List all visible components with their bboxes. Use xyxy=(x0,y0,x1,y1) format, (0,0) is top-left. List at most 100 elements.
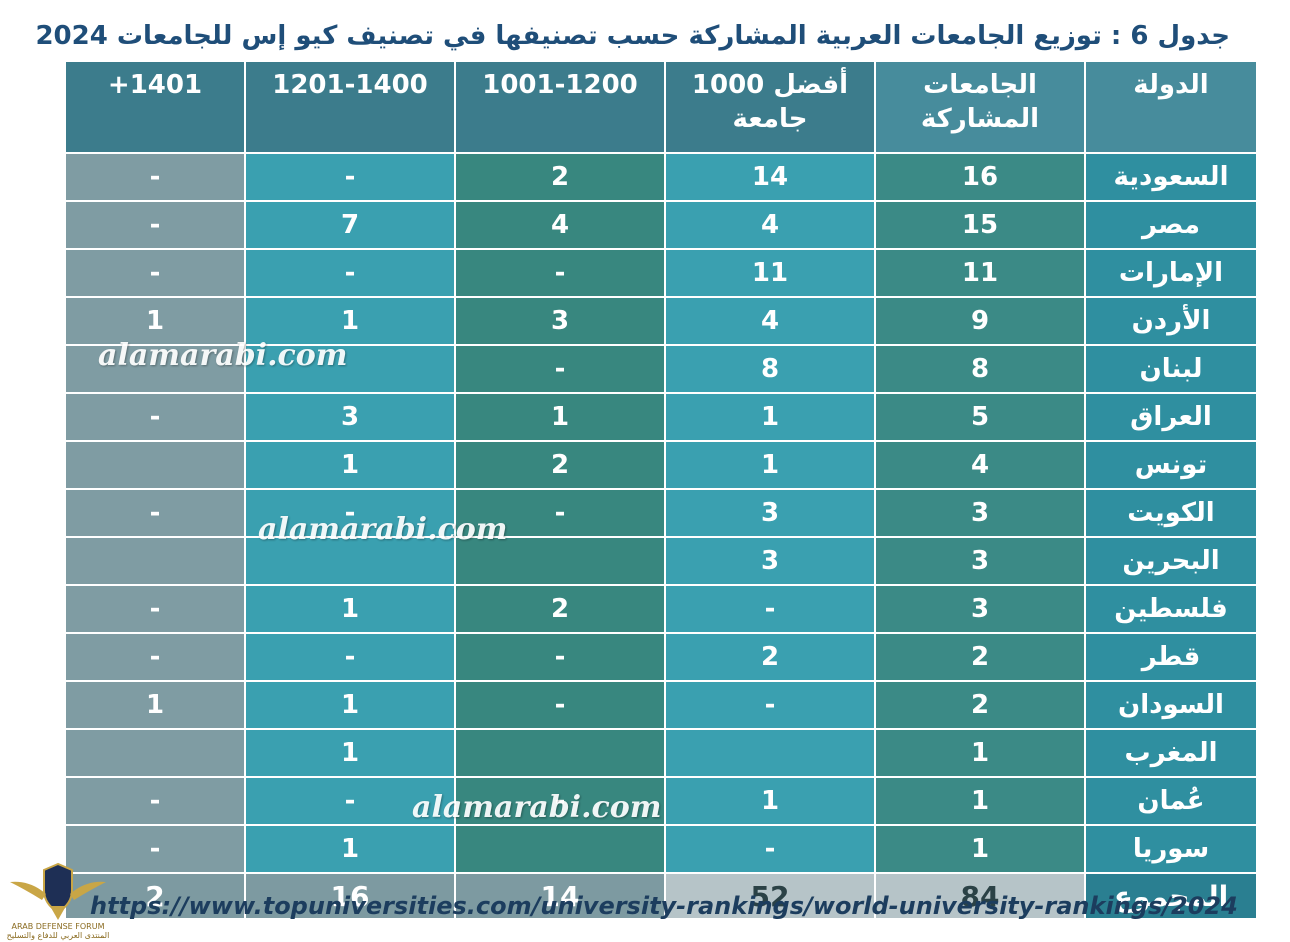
cell-participating: 1 xyxy=(874,728,1086,778)
cell-participating: 5 xyxy=(874,392,1086,442)
header-1201-1400: 1201-1400 xyxy=(244,60,456,154)
cell-r1201: 1 xyxy=(244,584,456,634)
cell-country: مصر xyxy=(1084,200,1258,250)
source-link[interactable]: https://www.topuniversities.com/universi… xyxy=(90,892,1238,920)
cell-country: تونس xyxy=(1084,440,1258,490)
cell-r1401: - xyxy=(64,776,246,826)
cell-top1000: 3 xyxy=(664,488,876,538)
cell-r1201: - xyxy=(244,488,456,538)
cell-r1201: - xyxy=(244,152,456,202)
cell-r1401: - xyxy=(64,824,246,874)
total-country: المجموع xyxy=(1084,872,1258,920)
total-r1401: 2 xyxy=(64,872,246,920)
cell-r1401: - xyxy=(64,248,246,298)
cell-participating: 9 xyxy=(874,296,1086,346)
cell-r1001 xyxy=(454,536,666,586)
header-1001-1200: 1001-1200 xyxy=(454,60,666,154)
cell-participating: 11 xyxy=(874,248,1086,298)
table-row: السعودية 16 14 2- - xyxy=(64,152,1258,202)
cell-top1000: 3 xyxy=(664,536,876,586)
cell-r1001: 4 xyxy=(454,200,666,250)
cell-country: السودان xyxy=(1084,680,1258,730)
cell-top1000: 8 xyxy=(664,344,876,394)
cell-r1001: 2 xyxy=(454,152,666,202)
table-row: مصر 15 4 4 7- xyxy=(64,200,1258,250)
table-row: العراق 5 1 1 3- xyxy=(64,392,1258,442)
cell-top1000: 1 xyxy=(664,392,876,442)
cell-r1201: 7 xyxy=(244,200,456,250)
cell-r1201: 1 xyxy=(244,728,456,778)
table-row: لبنان 8 8- xyxy=(64,344,1258,394)
cell-country: فلسطين xyxy=(1084,584,1258,634)
total-row: المجموع 84 52 14 16 2 xyxy=(64,872,1258,920)
table-title: جدول 6 : توزيع الجامعات العربية المشاركة… xyxy=(35,21,1230,51)
arab-defense-forum-logo xyxy=(8,860,108,940)
cell-top1000: 1 xyxy=(664,776,876,826)
cell-r1001 xyxy=(454,824,666,874)
cell-participating: 2 xyxy=(874,632,1086,682)
cell-top1000: - xyxy=(664,680,876,730)
header-country: الدولة xyxy=(1084,60,1258,154)
total-top1000: 52 xyxy=(664,872,876,920)
header-participating: الجامعات المشاركة xyxy=(874,60,1086,154)
cell-participating: 8 xyxy=(874,344,1086,394)
table-row: قطر 2 2- - - xyxy=(64,632,1258,682)
cell-top1000: - xyxy=(664,824,876,874)
cell-r1001: - xyxy=(454,248,666,298)
cell-r1401: 1 xyxy=(64,680,246,730)
table-body: السعودية 16 14 2- - مصر 15 4 4 7- الإمارات 11 11- - - ا… xyxy=(64,152,1258,920)
cell-top1000: 11 xyxy=(664,248,876,298)
cell-r1201: - xyxy=(244,776,456,826)
cell-r1401: 1 xyxy=(64,296,246,346)
table-row: تونس 4 1 2 1 xyxy=(64,440,1258,490)
cell-r1001: 2 xyxy=(454,440,666,490)
cell-r1401: - xyxy=(64,152,246,202)
cell-country: المغرب xyxy=(1084,728,1258,778)
cell-r1201: 1 xyxy=(244,440,456,490)
cell-r1001: - xyxy=(454,680,666,730)
cell-r1001: 1 xyxy=(454,392,666,442)
cell-country: قطر xyxy=(1084,632,1258,682)
cell-country: العراق xyxy=(1084,392,1258,442)
cell-top1000 xyxy=(664,728,876,778)
cell-participating: 3 xyxy=(874,488,1086,538)
cell-country: سوريا xyxy=(1084,824,1258,874)
total-r1001: 14 xyxy=(454,872,666,920)
cell-r1401: - xyxy=(64,488,246,538)
cell-r1001: - xyxy=(454,632,666,682)
cell-r1001: 3 xyxy=(454,296,666,346)
cell-r1401 xyxy=(64,344,246,394)
cell-r1201: 1 xyxy=(244,680,456,730)
cell-r1201 xyxy=(244,536,456,586)
cell-country: عُمان xyxy=(1084,776,1258,826)
watermark: alamarabi.com xyxy=(98,338,348,373)
header-top1000: أفضل 1000 جامعة xyxy=(664,60,876,154)
watermark: alamarabi.com xyxy=(258,512,508,547)
cell-r1201: 1 xyxy=(244,296,456,346)
cell-r1201 xyxy=(244,344,456,394)
table-row: البحرين 3 3 xyxy=(64,536,1258,586)
cell-top1000: 2 xyxy=(664,632,876,682)
cell-participating: 3 xyxy=(874,536,1086,586)
cell-r1201: 1 xyxy=(244,824,456,874)
cell-participating: 15 xyxy=(874,200,1086,250)
cell-r1401: - xyxy=(64,584,246,634)
cell-r1201: - xyxy=(244,248,456,298)
cell-country: البحرين xyxy=(1084,536,1258,586)
universities-table: الدولة الجامعات المشاركة أفضل 1000 جامعة… xyxy=(64,60,1258,920)
cell-r1001 xyxy=(454,728,666,778)
cell-top1000: - xyxy=(664,584,876,634)
cell-country: الأردن xyxy=(1084,296,1258,346)
cell-r1401: - xyxy=(64,392,246,442)
cell-participating: 4 xyxy=(874,440,1086,490)
cell-country: السعودية xyxy=(1084,152,1258,202)
logo-caption: ARAB DEFENSE FORUM المنتدى العربي للدفاع… xyxy=(6,922,110,940)
total-participating: 84 xyxy=(874,872,1086,920)
cell-r1001: 2 xyxy=(454,584,666,634)
cell-r1201: 3 xyxy=(244,392,456,442)
cell-r1201: - xyxy=(244,632,456,682)
cell-top1000: 14 xyxy=(664,152,876,202)
cell-r1401: - xyxy=(64,632,246,682)
cell-r1401 xyxy=(64,536,246,586)
table-row: فلسطين 3-2 1- xyxy=(64,584,1258,634)
